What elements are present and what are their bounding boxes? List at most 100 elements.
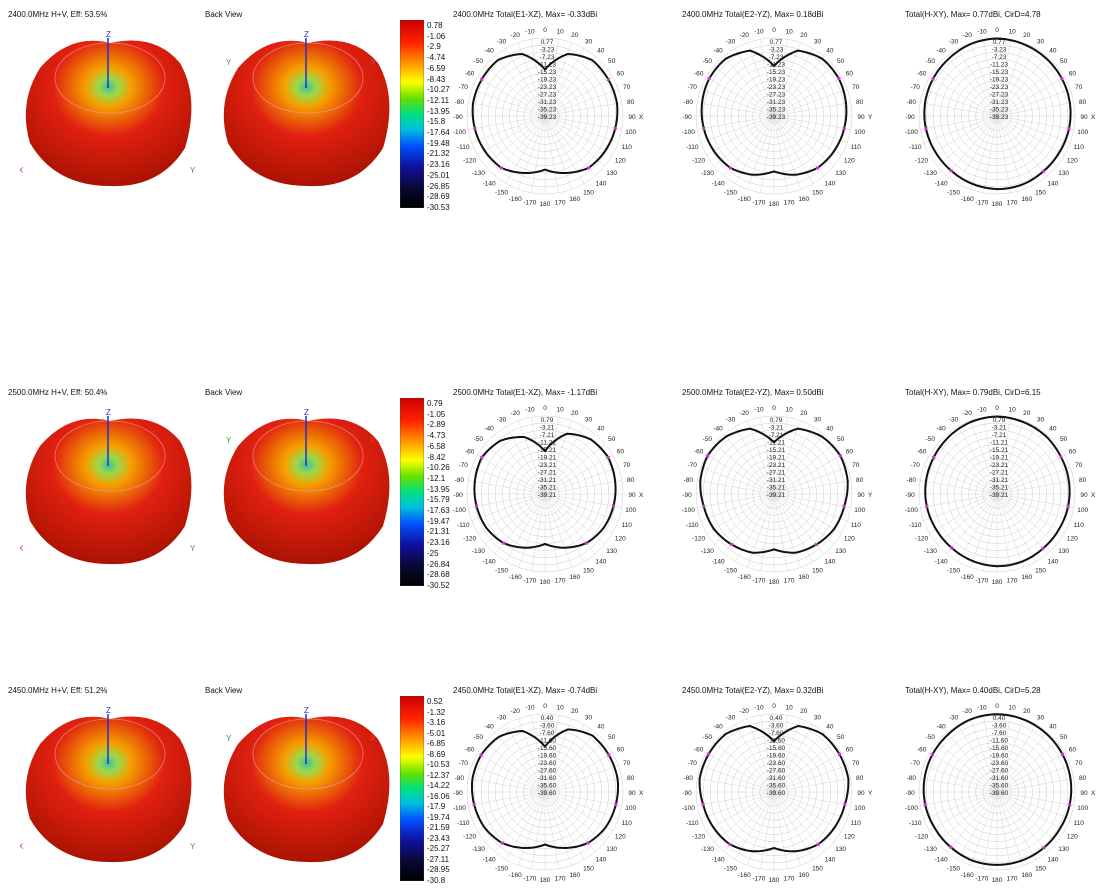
angle-label: -130: [701, 846, 714, 853]
angle-label: 60: [846, 747, 854, 754]
grid-spoke: [544, 56, 596, 117]
grid-spoke: [996, 420, 1024, 495]
angle-label: 60: [617, 449, 625, 456]
ring-label: -7.21: [540, 432, 555, 439]
angle-label: 130: [835, 170, 846, 177]
angle-label: 80: [627, 775, 635, 782]
ref-ring: [54, 718, 166, 790]
angle-label: -90: [682, 114, 692, 121]
x-axis-label: X: [20, 166, 24, 175]
angle-label: 80: [627, 477, 635, 484]
angle-label: -80: [684, 477, 694, 484]
colorbar-tick: 0.79: [427, 399, 443, 408]
grid-spoke: [773, 434, 825, 495]
angle-label: 50: [1060, 734, 1068, 741]
angle-label: -20: [740, 32, 750, 39]
angle-label: 100: [1077, 129, 1088, 136]
grid-spoke: [468, 778, 546, 793]
ring-label: -27.23: [538, 92, 557, 99]
angle-label: -10: [977, 704, 987, 711]
grid-spoke: [773, 752, 842, 793]
grid-spoke: [946, 56, 998, 117]
angle-label: -120: [915, 158, 928, 165]
colorbar-tick: -28.69: [427, 192, 450, 202]
marker-point: [586, 841, 590, 845]
grid-spoke: [544, 493, 585, 562]
angle-label: 90: [628, 492, 636, 499]
colorbar-tick: -15.8: [427, 117, 446, 127]
grid-spoke: [996, 443, 1057, 495]
ring-label: 0.79: [541, 417, 554, 424]
grid-spoke: [773, 48, 814, 117]
grid-spoke: [706, 791, 775, 832]
grid-spoke: [700, 765, 775, 793]
back-view-label: Back View: [205, 10, 243, 19]
angle-label: -80: [684, 775, 694, 782]
angle-label: 30: [585, 715, 593, 722]
angle-label: 120: [1067, 158, 1078, 165]
ring-label: -27.23: [990, 92, 1009, 99]
grid-spoke: [923, 467, 998, 495]
axis-letter: X: [639, 114, 644, 121]
grid-spoke: [996, 115, 1037, 184]
3d-pattern-back: Z X Y: [223, 706, 390, 863]
marker-point: [1068, 803, 1072, 807]
grid-spoke: [544, 791, 622, 806]
grid-spoke: [996, 791, 1065, 832]
ring-label: -15.60: [538, 745, 557, 752]
colorbar-tick: -21.59: [427, 823, 450, 833]
colorbar-tick: -12.11: [427, 95, 450, 105]
angle-label: 140: [1047, 857, 1058, 864]
angle-label: -60: [917, 747, 927, 754]
ring-label: -3.21: [992, 425, 1007, 432]
angle-label: 150: [812, 189, 823, 196]
marker-point: [837, 77, 841, 81]
angle-label: -90: [905, 492, 915, 499]
angle-label: 80: [1079, 99, 1087, 106]
grid-spoke: [544, 791, 585, 860]
angle-label: 150: [1035, 189, 1046, 196]
ring-label: -19.60: [767, 753, 786, 760]
axis-letter: Y: [868, 790, 873, 797]
grid-spoke: [544, 115, 559, 193]
grid-spoke: [773, 102, 851, 117]
angle-label: 120: [615, 834, 626, 841]
colorbar-tick: -28.68: [427, 570, 450, 580]
grid-spoke: [773, 791, 825, 852]
grid-spoke: [494, 115, 546, 176]
grid-spoke: [485, 65, 546, 117]
ring-label: -39.23: [538, 114, 557, 121]
angle-label: -10: [525, 28, 535, 35]
angle-label: -120: [463, 834, 476, 841]
angle-label: 180: [540, 877, 551, 884]
grid-spoke: [996, 493, 1011, 571]
z-axis-label: Z: [106, 706, 111, 715]
grid-spoke: [920, 791, 998, 806]
grid-spoke: [923, 115, 998, 143]
grid-spoke: [544, 467, 619, 495]
angle-label: 40: [826, 47, 834, 54]
ring-label: -31.21: [767, 477, 786, 484]
angle-label: 170: [555, 200, 566, 207]
angle-label: -110: [457, 820, 470, 827]
grid-spoke: [996, 791, 1024, 866]
grid-spoke: [747, 42, 775, 117]
angle-label: 180: [769, 579, 780, 586]
angle-label: 30: [814, 417, 822, 424]
ring-label: -3.60: [769, 723, 784, 730]
ring-label: 0.77: [541, 39, 554, 46]
marker-point: [1042, 846, 1046, 850]
angle-label: 60: [1069, 747, 1077, 754]
grid-spoke: [937, 741, 998, 793]
angle-label: 20: [800, 410, 808, 417]
grid-spoke: [996, 434, 1048, 495]
angle-label: 50: [1060, 436, 1068, 443]
ring-label: -35.60: [990, 783, 1009, 790]
angle-label: -50: [926, 58, 936, 65]
ring-label: -31.60: [538, 775, 557, 782]
axis-letter: Y: [868, 492, 873, 499]
angle-label: 110: [622, 144, 633, 151]
angle-label: 100: [854, 129, 865, 136]
x-axis-label: X: [370, 734, 376, 743]
